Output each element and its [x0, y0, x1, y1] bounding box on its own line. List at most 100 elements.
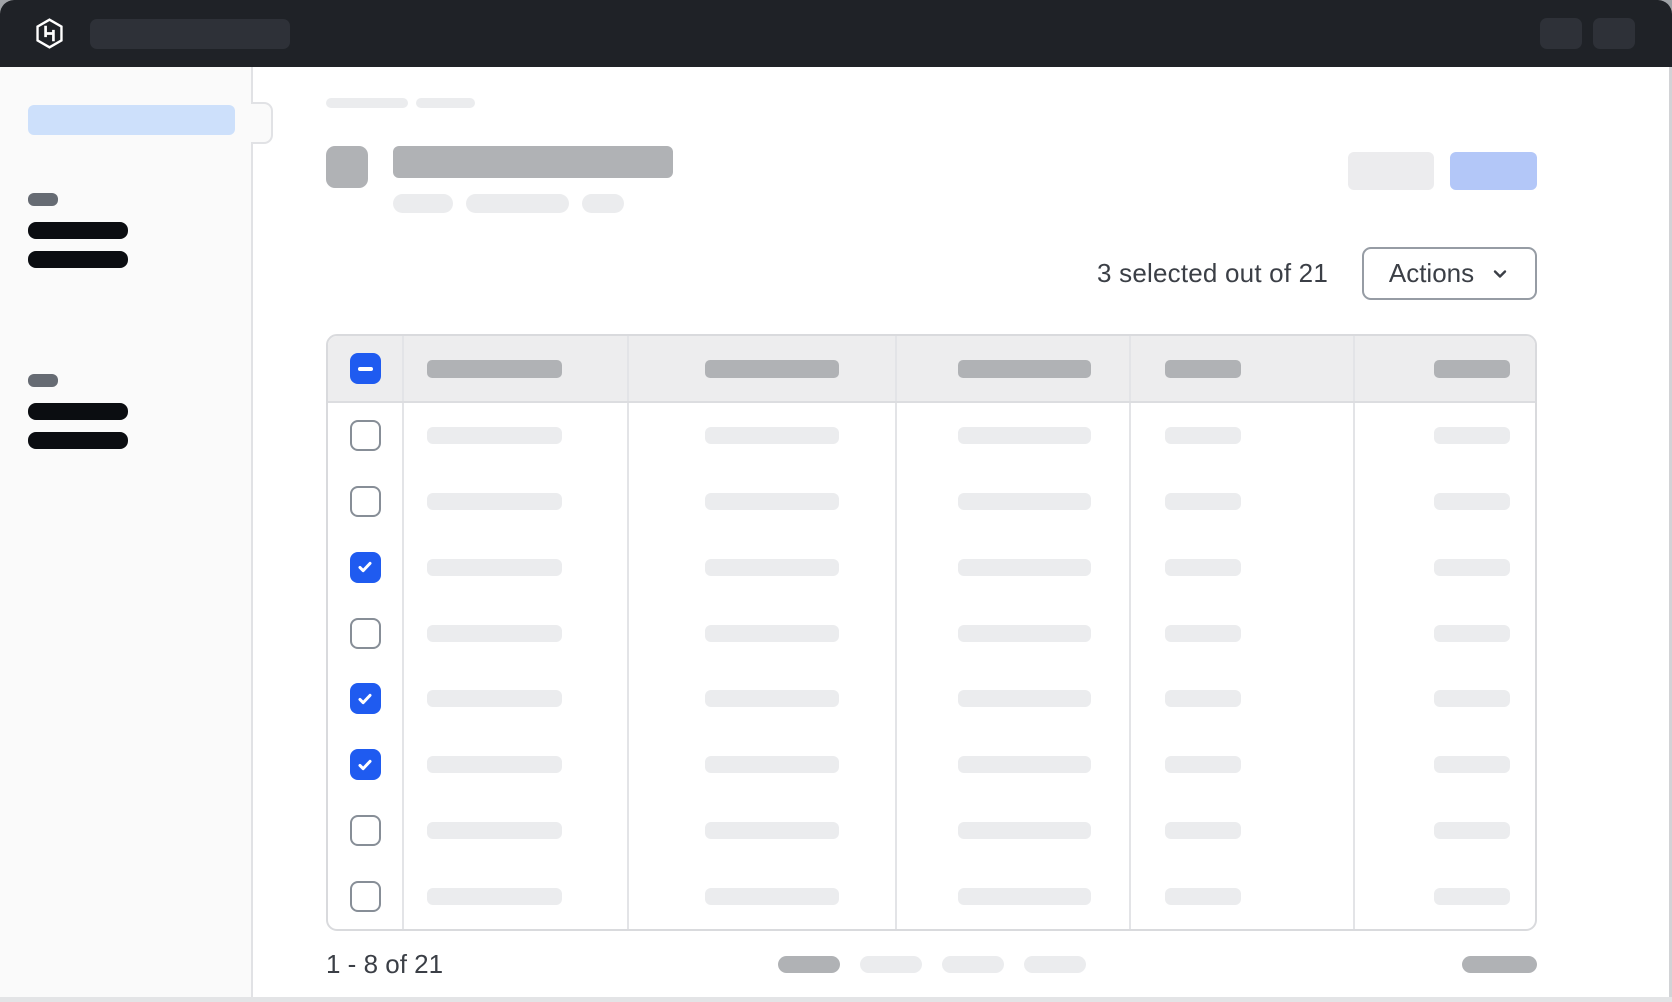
sidebar-collapse-handle[interactable]: [251, 102, 273, 144]
row-checkbox[interactable]: [349, 420, 381, 452]
row-select-cell: [328, 535, 402, 601]
primary-button-skeleton[interactable]: [1450, 152, 1537, 190]
navbar-action-skeleton-2[interactable]: [1593, 18, 1635, 49]
actions-button-label: Actions: [1388, 258, 1475, 288]
cell-value-skeleton: [1165, 427, 1241, 445]
table-cell: [1353, 863, 1535, 929]
column-header[interactable]: [895, 336, 1129, 401]
column-header[interactable]: [402, 336, 627, 401]
hashicorp-logo-icon[interactable]: [33, 17, 66, 50]
table-row: [328, 797, 1535, 864]
table-cell: [627, 666, 895, 732]
data-table: [326, 334, 1537, 931]
row-checkbox[interactable]: [349, 880, 381, 912]
table-cell: [402, 797, 627, 864]
table-cell: [627, 403, 895, 469]
pagination-page-skeleton[interactable]: [859, 955, 922, 973]
cell-value-skeleton: [1165, 624, 1241, 642]
row-checkbox[interactable]: [349, 617, 381, 649]
cell-value-skeleton: [1434, 624, 1510, 642]
row-checkbox[interactable]: [349, 486, 381, 518]
cell-value-skeleton: [1434, 690, 1510, 708]
column-header-skeleton: [1165, 359, 1241, 378]
badge-skeleton: [582, 194, 624, 213]
cell-value-skeleton: [705, 821, 839, 839]
cell-value-skeleton: [427, 624, 562, 642]
row-checkbox[interactable]: [349, 814, 381, 846]
cell-value-skeleton: [705, 887, 839, 905]
table-cell: [402, 600, 627, 666]
table-cell: [1129, 403, 1353, 469]
select-all-checkbox[interactable]: [349, 353, 381, 384]
row-select-cell: [328, 600, 402, 666]
sidebar-item-skeleton[interactable]: [28, 222, 128, 239]
breadcrumb-item-skeleton: [326, 98, 408, 108]
cell-value-skeleton: [705, 624, 839, 642]
cell-value-skeleton: [427, 756, 562, 774]
page-header-actions: [1348, 152, 1537, 190]
table-cell: [1353, 468, 1535, 535]
row-select-cell: [328, 732, 402, 798]
table-cell: [627, 863, 895, 929]
table-cell: [627, 468, 895, 535]
cell-value-skeleton: [705, 427, 839, 445]
sidebar-active-item-skeleton[interactable]: [28, 105, 235, 135]
row-select-cell: [328, 469, 402, 535]
column-header-skeleton: [1434, 359, 1510, 378]
pagination-page-skeleton[interactable]: [941, 955, 1004, 973]
badge-skeleton: [393, 194, 453, 213]
column-header-skeleton: [427, 359, 562, 378]
row-checkbox[interactable]: [349, 749, 381, 781]
table-cell: [895, 600, 1129, 666]
page-title-block: [393, 146, 673, 213]
selection-summary: 3 selected out of 21: [1097, 258, 1328, 288]
column-header[interactable]: [1129, 336, 1353, 401]
pagination-range-label: 1 - 8 of 21: [326, 948, 444, 979]
table-row: [328, 468, 1535, 535]
pagination-page-skeleton[interactable]: [777, 955, 840, 973]
cell-value-skeleton: [1165, 821, 1241, 839]
cell-value-skeleton: [705, 756, 839, 774]
row-select-cell: [328, 666, 402, 732]
row-checkbox[interactable]: [349, 683, 381, 715]
page-title-skeleton: [393, 146, 673, 178]
pagination-next-skeleton[interactable]: [1462, 955, 1537, 973]
table-row: [328, 534, 1535, 601]
table-cell: [627, 797, 895, 864]
row-checkbox[interactable]: [349, 551, 381, 583]
column-header[interactable]: [1353, 336, 1535, 401]
table-cell: [627, 534, 895, 601]
cell-value-skeleton: [958, 493, 1091, 511]
navbar-action-skeleton-1[interactable]: [1540, 18, 1582, 49]
table-cell: [1353, 797, 1535, 864]
table-cell: [627, 731, 895, 798]
secondary-button-skeleton[interactable]: [1348, 152, 1434, 190]
column-header[interactable]: [627, 336, 895, 401]
table-cell: [402, 403, 627, 469]
table-cell: [1353, 666, 1535, 732]
pagination-page-skeleton[interactable]: [1023, 955, 1086, 973]
cell-value-skeleton: [427, 427, 562, 445]
badge-row: [393, 194, 673, 213]
table-cell: [402, 863, 627, 929]
table-row: [328, 731, 1535, 798]
table-cell: [1353, 403, 1535, 469]
cell-value-skeleton: [958, 624, 1091, 642]
sidebar-item-skeleton[interactable]: [28, 251, 128, 268]
table-cell: [1129, 534, 1353, 601]
cell-value-skeleton: [705, 558, 839, 576]
pagination-pages: [777, 955, 1086, 973]
page-header: [326, 146, 1537, 213]
cell-value-skeleton: [958, 821, 1091, 839]
cell-value-skeleton: [427, 887, 562, 905]
sidebar-item-skeleton[interactable]: [28, 403, 128, 420]
row-select-cell: [328, 798, 402, 864]
column-header-skeleton: [958, 359, 1091, 378]
global-search-skeleton[interactable]: [90, 18, 290, 49]
navbar-right-actions: [1540, 18, 1635, 49]
row-select-cell: [328, 863, 402, 929]
actions-button[interactable]: Actions: [1362, 247, 1537, 300]
pagination-bar: 1 - 8 of 21: [326, 949, 1537, 979]
sidebar-item-skeleton[interactable]: [28, 432, 128, 449]
cell-value-skeleton: [958, 756, 1091, 774]
